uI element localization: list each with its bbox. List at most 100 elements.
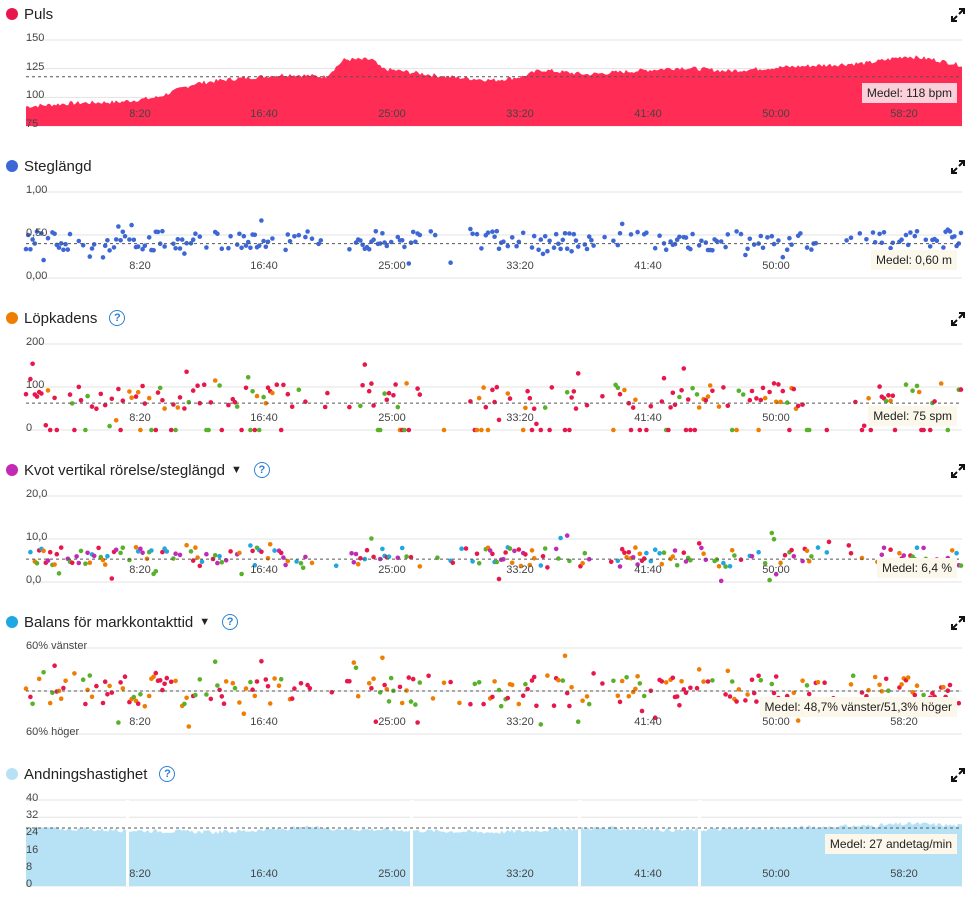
data-point — [923, 237, 929, 243]
data-point — [776, 238, 781, 243]
data-point — [468, 701, 473, 707]
data-point — [72, 427, 77, 433]
data-point — [547, 427, 552, 433]
data-point — [140, 246, 145, 252]
expand-icon[interactable] — [951, 464, 965, 478]
data-point — [644, 550, 649, 556]
panel-puls: Puls 150 125 100 75 8:20 16:40 25:00 33:20 41:40 5… — [0, 0, 977, 152]
data-point — [184, 240, 189, 246]
data-point — [804, 548, 810, 553]
data-point — [883, 398, 889, 404]
data-point — [270, 236, 275, 241]
gap-marker — [698, 800, 701, 886]
data-point — [197, 234, 203, 239]
data-point — [155, 229, 161, 235]
data-point — [721, 560, 726, 566]
data-point — [749, 388, 755, 394]
dropdown-caret-icon[interactable]: ▼ — [199, 616, 211, 628]
x-tick-label: 58:20 — [890, 716, 918, 728]
data-point — [703, 240, 709, 245]
data-point — [325, 390, 330, 396]
data-point — [668, 405, 673, 410]
expand-icon[interactable] — [951, 616, 965, 630]
x-tick-label: 16:40 — [250, 260, 278, 272]
chart-area: 150 125 100 75 8:20 16:40 25:00 33:20 41:40 50:00… — [0, 22, 977, 134]
data-point — [384, 243, 390, 249]
data-point — [380, 546, 385, 552]
data-point — [351, 560, 357, 565]
data-point — [87, 673, 93, 678]
panel-lopkadens: Löpkadens? 200 100 0 8:20 16:40 25:00 33:20 41:4… — [0, 304, 977, 456]
data-point — [542, 405, 548, 410]
data-point — [679, 388, 684, 393]
expand-icon[interactable] — [951, 768, 965, 782]
data-point — [505, 391, 511, 396]
data-point — [228, 233, 233, 239]
data-point — [199, 559, 205, 564]
data-point — [296, 387, 302, 393]
data-point — [307, 686, 313, 691]
data-point — [195, 383, 200, 388]
data-point — [118, 550, 123, 556]
data-point — [551, 703, 557, 708]
data-point — [795, 403, 801, 409]
data-point — [263, 244, 269, 250]
data-point — [630, 555, 636, 560]
data-point — [474, 231, 480, 237]
dropdown-caret-icon[interactable]: ▼ — [230, 464, 242, 476]
data-point — [780, 254, 786, 260]
data-point — [549, 385, 555, 390]
data-point — [754, 396, 759, 401]
data-point — [501, 557, 506, 562]
help-icon[interactable]: ? — [222, 614, 239, 630]
data-point — [23, 246, 29, 252]
data-point — [160, 549, 165, 555]
data-point — [479, 427, 484, 433]
data-point — [395, 404, 401, 410]
data-point — [734, 229, 739, 234]
data-point — [705, 679, 711, 684]
data-point — [142, 704, 148, 709]
data-point — [635, 674, 640, 679]
data-point — [826, 539, 832, 545]
data-point — [758, 233, 764, 239]
help-icon[interactable]: ? — [159, 766, 176, 782]
data-point — [107, 248, 112, 253]
y-tick-label: 60% höger — [26, 726, 80, 738]
data-point — [441, 427, 447, 433]
data-point — [492, 234, 497, 239]
data-point — [696, 541, 702, 546]
data-point — [890, 393, 896, 398]
data-point — [688, 427, 693, 433]
data-point — [747, 397, 753, 403]
data-point — [243, 243, 249, 248]
data-point — [505, 243, 511, 249]
expand-icon[interactable] — [951, 8, 965, 22]
data-point — [41, 670, 46, 675]
data-point — [538, 722, 544, 727]
data-point — [756, 673, 761, 679]
data-point — [303, 234, 308, 240]
data-point — [384, 687, 390, 692]
area-series — [26, 55, 962, 127]
data-point — [459, 546, 464, 551]
expand-icon[interactable] — [951, 312, 965, 326]
data-point — [171, 556, 176, 561]
data-point — [784, 247, 790, 252]
data-point — [710, 248, 715, 253]
data-point — [177, 395, 183, 400]
expand-icon[interactable] — [951, 160, 965, 174]
data-point — [952, 234, 957, 239]
data-point — [54, 551, 60, 557]
help-icon[interactable]: ? — [253, 462, 270, 478]
data-point — [644, 230, 649, 235]
data-point — [745, 692, 750, 697]
data-point — [941, 245, 946, 250]
data-point — [87, 254, 93, 259]
x-tick-label: 41:40 — [634, 412, 662, 424]
data-point — [272, 548, 277, 553]
data-point — [780, 388, 786, 394]
help-icon[interactable]: ? — [109, 310, 126, 326]
data-point — [633, 686, 638, 692]
data-point — [806, 691, 812, 697]
